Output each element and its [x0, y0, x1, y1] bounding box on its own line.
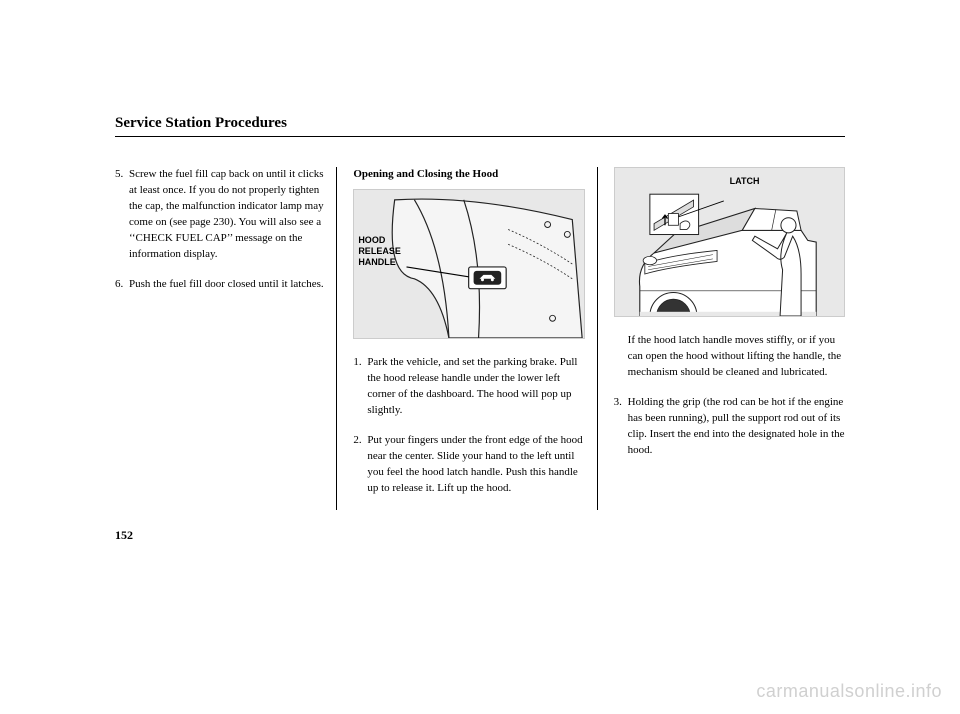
step-text: Push the fuel fill door closed until it … [129, 277, 324, 293]
section-subhead: Opening and Closing the Hood [353, 167, 584, 183]
watermark: carmanualsonline.info [756, 681, 942, 702]
figure-hood-release: HOOD RELEASE HANDLE [353, 189, 584, 339]
column-2: Opening and Closing the Hood [353, 167, 597, 510]
column-1: 5. Screw the fuel fill cap back on until… [115, 167, 337, 510]
step-5: 5. Screw the fuel fill cap back on until… [115, 167, 324, 263]
step-number: 2. [353, 433, 367, 497]
step-1: 1. Park the vehicle, and set the parking… [353, 355, 584, 419]
column-3: LATCH If the hood latch handle moves sti… [614, 167, 845, 510]
step-3: 3. Holding the grip (the rod can be hot … [614, 395, 845, 459]
page-title: Service Station Procedures [115, 115, 845, 137]
step-text: Screw the fuel fill cap back on until it… [129, 167, 324, 263]
manual-page: Service Station Procedures 5. Screw the … [0, 0, 960, 605]
figure-hood-latch: LATCH [614, 167, 845, 317]
hood-latch-illustration [615, 190, 844, 316]
content-columns: 5. Screw the fuel fill cap back on until… [115, 167, 845, 510]
step-text: Park the vehicle, and set the parking br… [367, 355, 584, 419]
step-number: 6. [115, 277, 129, 293]
step-text: Put your fingers under the front edge of… [367, 433, 584, 497]
step-number: 3. [614, 395, 628, 459]
step-6: 6. Push the fuel fill door closed until … [115, 277, 324, 293]
step-2: 2. Put your fingers under the front edge… [353, 433, 584, 497]
page-number: 152 [115, 528, 133, 543]
paragraph-latch-note: If the hood latch handle moves stiffly, … [628, 333, 845, 381]
step-text: Holding the grip (the rod can be hot if … [628, 395, 845, 459]
figure-label-latch: LATCH [730, 176, 760, 187]
figure-label-hood-release: HOOD RELEASE HANDLE [358, 235, 401, 267]
step-number: 5. [115, 167, 129, 263]
step-number: 1. [353, 355, 367, 419]
